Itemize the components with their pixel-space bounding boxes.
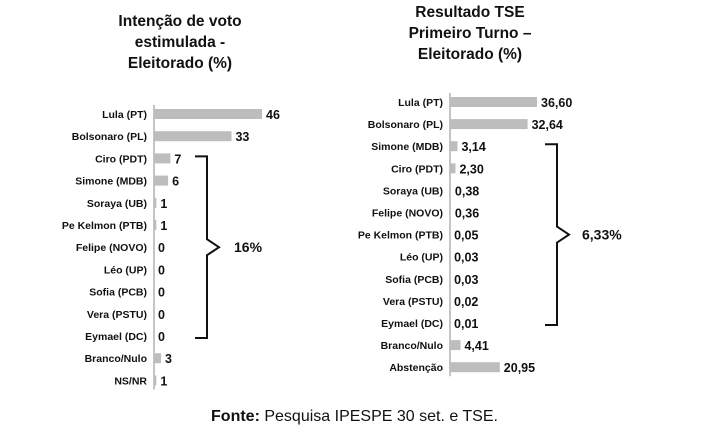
bar <box>154 131 232 142</box>
category-label: Pe Kelmon (PTB) <box>62 220 147 232</box>
chart-2: Resultado TSE Primeiro Turno – Eleitorado … <box>358 4 622 377</box>
value-label: 0,03 <box>454 251 478 265</box>
bracket <box>195 155 221 339</box>
bar <box>154 353 162 364</box>
bar <box>450 119 528 130</box>
value-label: 3,14 <box>461 140 485 154</box>
bar <box>450 207 451 218</box>
category-label: Sofia (PCB) <box>89 287 147 299</box>
value-label: 1 <box>160 374 167 388</box>
category-label: Branco/Nulo <box>85 353 147 365</box>
category-label: Soraya (UB) <box>87 198 147 210</box>
value-label: 46 <box>266 108 280 122</box>
bracket-label: 6,33% <box>582 227 622 243</box>
category-label: Eymael (DC) <box>85 331 147 343</box>
bar <box>154 109 262 119</box>
value-label: 0 <box>158 308 165 322</box>
bar <box>450 97 537 107</box>
chart-1-title-line-3: Eleitorado (%) <box>128 55 232 72</box>
category-label: Eymael (DC) <box>381 318 443 330</box>
category-label: Lula (PT) <box>398 97 443 109</box>
category-label: Vera (PSTU) <box>383 296 443 308</box>
chart-1-title-line-1: Intenção de voto <box>118 13 241 30</box>
value-label: 0,05 <box>454 229 478 243</box>
value-label: 0,03 <box>454 273 478 287</box>
bar <box>154 153 171 164</box>
category-label: Ciro (PDT) <box>391 163 443 175</box>
bar <box>450 362 500 373</box>
value-label: 33 <box>235 130 249 144</box>
bar <box>450 185 451 196</box>
source-label: Fonte: <box>211 408 260 425</box>
category-label: Ciro (PDT) <box>95 153 147 165</box>
category-label: Branco/Nulo <box>381 340 443 352</box>
bar <box>154 375 157 386</box>
value-label: 3 <box>165 352 172 366</box>
category-label: Abstenção <box>389 362 443 374</box>
value-label: 7 <box>174 152 181 166</box>
bracket-label: 16% <box>234 239 263 255</box>
category-label: Soraya (UB) <box>383 185 443 197</box>
value-label: 1 <box>160 219 167 233</box>
value-label: 6 <box>172 175 179 189</box>
category-label: Bolsonaro (PL) <box>368 119 443 131</box>
value-label: 32,64 <box>532 118 563 132</box>
source-note: Fonte: Pesquisa IPESPE 30 set. e TSE. <box>0 408 709 426</box>
chart-2-title-line-3: Eleitorado (%) <box>418 46 522 63</box>
value-label: 0 <box>158 241 165 255</box>
category-label: Léo (UP) <box>104 264 147 276</box>
category-label: Sofia (PCB) <box>385 274 443 286</box>
value-label: 0,38 <box>455 184 479 198</box>
value-label: 0,36 <box>455 207 479 221</box>
value-label: 0,02 <box>454 295 478 309</box>
value-label: 1 <box>160 197 167 211</box>
category-label: Bolsonaro (PL) <box>72 131 147 143</box>
bar <box>154 220 157 230</box>
category-label: Léo (UP) <box>400 252 443 264</box>
category-label: Felipe (NOVO) <box>372 208 443 220</box>
source-text: Pesquisa IPESPE 30 set. e TSE. <box>259 408 498 425</box>
value-label: 36,60 <box>541 96 572 110</box>
value-label: 2,30 <box>459 162 483 176</box>
category-label: Felipe (NOVO) <box>76 242 147 254</box>
value-label: 0 <box>158 286 165 300</box>
chart-2-title-line-1: Resultado TSE <box>415 4 524 21</box>
bar <box>450 163 456 174</box>
category-label: NS/NR <box>114 375 147 387</box>
value-label: 0 <box>158 330 165 344</box>
category-label: Pe Kelmon (PTB) <box>358 230 443 242</box>
category-label: Simone (MDB) <box>371 141 443 153</box>
category-label: Vera (PSTU) <box>87 309 147 321</box>
bar <box>154 197 157 208</box>
bracket <box>545 143 571 326</box>
chart-2-title-line-2: Primeiro Turno – <box>409 25 532 42</box>
chart-1-title-line-2: estimulada - <box>135 34 225 51</box>
value-label: 0 <box>158 263 165 277</box>
bar <box>154 175 169 186</box>
bar <box>450 340 461 351</box>
category-label: Simone (MDB) <box>75 176 147 188</box>
value-label: 20,95 <box>504 361 535 375</box>
category-label: Lula (PT) <box>102 109 147 121</box>
value-label: 0,01 <box>454 317 478 331</box>
chart-1: Intenção de voto estimulada - Eleitorado (… <box>62 13 280 390</box>
bar <box>450 141 458 152</box>
value-label: 4,41 <box>464 339 488 353</box>
